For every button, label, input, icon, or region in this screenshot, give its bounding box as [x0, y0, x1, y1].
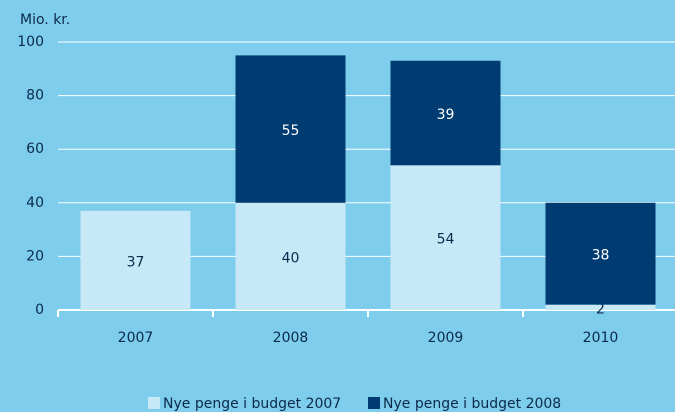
- y-tick-label: 40: [26, 195, 44, 211]
- data-label: 38: [592, 248, 610, 264]
- data-label: 39: [437, 107, 455, 123]
- bar-segment: [545, 304, 656, 310]
- x-tick-label: 2010: [583, 330, 619, 346]
- legend-label: Nye penge i budget 2007: [163, 396, 341, 412]
- bar-segment: [80, 210, 191, 310]
- legend-swatch: [148, 397, 160, 409]
- x-tick-label: 2008: [273, 330, 309, 346]
- legend-swatch: [368, 397, 380, 409]
- y-axis-label: Mio. kr.: [20, 12, 70, 28]
- bar-segment: [235, 55, 346, 203]
- legend-label: Nye penge i budget 2008: [383, 396, 561, 412]
- y-tick-label: 60: [26, 141, 44, 157]
- x-tick-label: 2007: [118, 330, 154, 346]
- data-label: 37: [127, 254, 145, 270]
- data-label: 54: [437, 232, 455, 248]
- data-label: 40: [282, 250, 300, 266]
- data-label: 55: [282, 123, 300, 139]
- bar-segment: [390, 165, 501, 310]
- bar-segment: [235, 202, 346, 310]
- y-tick-label: 0: [35, 302, 44, 318]
- data-label: 2: [596, 301, 605, 317]
- y-tick-label: 80: [26, 88, 44, 104]
- y-tick-label: 20: [26, 248, 44, 264]
- bar-segment: [390, 60, 501, 166]
- y-tick-label: 100: [17, 34, 44, 50]
- bar-segment: [545, 202, 656, 305]
- x-tick-label: 2009: [428, 330, 464, 346]
